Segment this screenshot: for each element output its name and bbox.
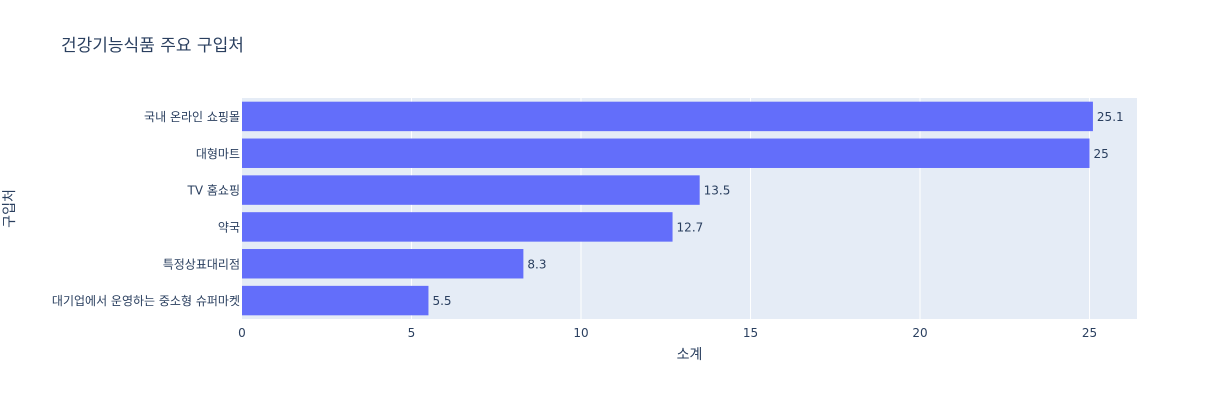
bar-value-label: 8.3 xyxy=(527,257,546,271)
bar xyxy=(242,212,673,242)
y-tick-label: 대형마트 xyxy=(196,147,240,161)
y-tick-label: TV 홈쇼핑 xyxy=(187,184,240,198)
y-tick-label: 약국 xyxy=(218,219,240,234)
x-tick-label: 25 xyxy=(1082,326,1097,340)
bars xyxy=(242,101,1093,316)
y-axis-title: 구입처 xyxy=(2,189,18,228)
bar-value-label: 13.5 xyxy=(704,184,731,198)
bar-value-label: 12.7 xyxy=(677,220,704,234)
x-axis-title: 소계 xyxy=(677,347,703,363)
bar-value-label: 25.1 xyxy=(1097,110,1124,124)
y-tick-label: 특정상표대리점 xyxy=(163,257,240,271)
y-tick-label: 대기업에서 운영하는 중소형 슈퍼마켓 xyxy=(52,294,240,308)
x-tick-label: 5 xyxy=(408,326,416,340)
x-tick-label: 10 xyxy=(573,326,588,340)
bar xyxy=(242,175,700,205)
x-tick-label: 15 xyxy=(743,326,758,340)
data-labels: 25.1 25 13.5 12.7 8.3 5.5 xyxy=(432,110,1123,308)
x-tick-label: 20 xyxy=(912,326,927,340)
y-tick-label: 국내 온라인 쇼핑몰 xyxy=(144,110,240,124)
bar xyxy=(242,285,429,316)
gridlines xyxy=(411,98,1091,319)
bar-value-label: 5.5 xyxy=(432,294,451,308)
bar xyxy=(242,138,1090,168)
x-tick-label: 0 xyxy=(238,326,246,340)
bar xyxy=(242,249,524,279)
x-axis-tick-labels: 0 5 10 15 20 25 xyxy=(238,326,1097,340)
plot-background xyxy=(242,98,1137,319)
chart-title: 건강기능식품 주요 구입처 xyxy=(61,36,244,56)
bar xyxy=(242,101,1093,132)
bar-value-label: 25 xyxy=(1094,147,1109,161)
